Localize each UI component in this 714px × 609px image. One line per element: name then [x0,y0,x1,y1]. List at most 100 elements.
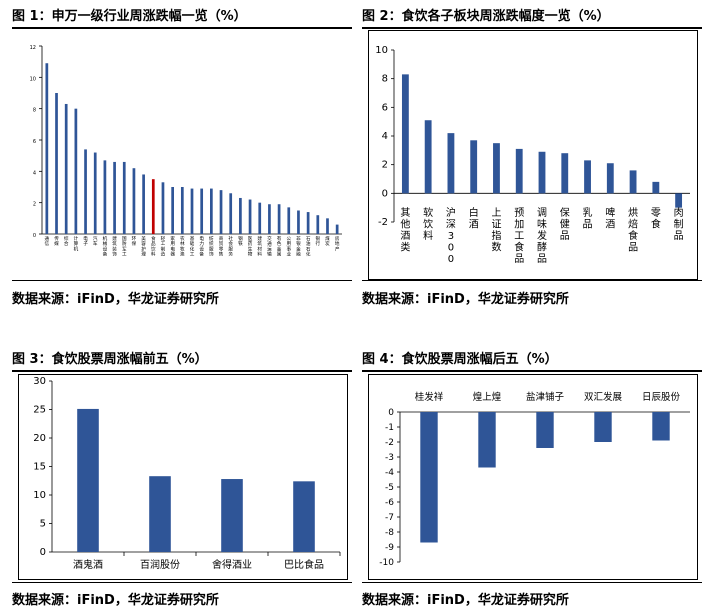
chart-4-top-rule [362,370,702,372]
bar [326,218,329,234]
x-tick-label: 通 [45,235,50,242]
x-tick-label: 指 [491,229,501,242]
x-tick-label: 业 [286,251,291,258]
x-tick-label: 备 [199,251,204,258]
x-tick-label: 事 [286,245,291,252]
x-tick-label: 软 [423,206,433,219]
x-tick-label: 服 [209,246,214,252]
y-tick-label: 0 [40,547,46,558]
x-tick-label: 健 [560,219,570,231]
chart-2-plot: -20246810其他酒类软饮料沪深300白酒上证指数预加工食品调味发酵品保健品… [368,30,698,280]
x-tick-label: 牧 [180,245,185,252]
bar [248,199,252,234]
y-tick-label: 4 [382,131,388,142]
y-tick-label: -5 [385,483,394,493]
x-tick-label: 3 [448,231,454,242]
bar [536,412,554,448]
x-tick-label: 运 [267,245,272,252]
x-tick-label: 加 [514,219,524,231]
x-tick-label: 医 [248,236,253,242]
x-tick-label: 机 [103,235,108,242]
x-tick-label: 器 [170,252,175,258]
x-tick-label: 工 [122,252,127,258]
bar [470,140,478,194]
bar [221,479,243,552]
chart-3-top-rule [12,370,352,372]
bar [219,190,223,234]
x-tick-label: 家 [170,235,175,242]
x-tick-label: 防 [122,240,127,247]
bar [180,187,184,234]
bar [93,152,97,234]
x-tick-label: 油 [306,240,311,247]
x-tick-label: 酒 [605,219,615,231]
x-tick-label: 产 [335,245,340,252]
x-tick-label: 饮 [151,245,156,252]
x-tick-label: 国 [122,236,127,242]
x-tick-label: 色 [277,240,282,247]
bar [515,148,523,194]
x-tick-label: 肉 [674,206,684,219]
x-tick-label: 信 [45,240,50,247]
x-tick-label: 筑 [112,240,117,247]
x-tick-label: 轻 [161,235,166,242]
bar [45,63,49,234]
x-tick-label: 械 [103,240,108,247]
x-tick-label: 织 [209,240,214,247]
x-tick-label: 食 [514,241,524,254]
x-tick-label: 零 [219,246,224,252]
y-tick-label: 6 [33,139,36,145]
x-tick-label: 巴比食品 [284,558,324,571]
y-tick-label: 15 [33,462,46,473]
bar [229,193,233,234]
bar [210,188,213,234]
x-tick-label: 品 [151,241,156,247]
x-tick-label: 发 [537,229,547,242]
x-tick-label: 媒 [54,240,59,247]
y-tick-label: 10 [30,76,36,82]
bar [675,193,683,208]
bar [103,160,107,234]
x-tick-label: 制 [161,245,166,252]
x-tick-label: 钢 [238,235,243,242]
bar [74,108,78,234]
chart-4-bottom-rule [362,582,702,583]
y-tick-label: 0 [388,408,394,418]
bar [113,161,116,234]
x-tick-label: 啤 [605,207,615,219]
y-tick-label: -7 [385,513,394,523]
x-tick-label: 炭 [325,240,330,247]
chart-1-title: 图 1：申万一级行业周涨跌幅一览（%） [12,9,247,24]
bar [561,153,569,194]
x-tick-label: 建 [112,235,117,242]
x-tick-label: 日辰股份 [642,391,681,403]
x-tick-label: 综 [64,235,69,242]
x-tick-label: 酵 [537,242,547,254]
x-tick-label: 品 [628,242,638,254]
x-tick-label: 证 [491,219,501,231]
x-tick-label: 双汇发展 [584,391,623,403]
x-tick-label: 行 [316,240,321,247]
bar [77,408,99,552]
x-tick-label: 调 [537,207,547,219]
chart-1-bottom-rule [12,280,352,281]
x-tick-label: 零 [651,207,661,219]
y-tick-label: 4 [33,170,36,176]
y-tick-label: 8 [33,108,36,114]
y-tick-label: 5 [40,519,46,530]
x-tick-label: 乳 [583,206,593,219]
bar [335,224,339,234]
x-tick-label: 础 [190,240,195,247]
chart-4-title: 图 4：食饮股票周涨幅后五（%） [362,352,558,367]
x-tick-label: 社 [228,235,233,242]
x-tick-label: 交 [267,235,272,242]
y-tick-label: -10 [379,558,394,568]
y-tick-label: -8 [385,528,394,538]
y-tick-label: 6 [382,102,388,113]
y-tick-label: -4 [385,468,394,478]
y-tick-label: -3 [385,453,394,463]
x-tick-label: 会 [228,240,233,247]
bar [287,207,291,234]
bar [594,412,612,442]
x-tick-label: 铁 [238,240,243,247]
